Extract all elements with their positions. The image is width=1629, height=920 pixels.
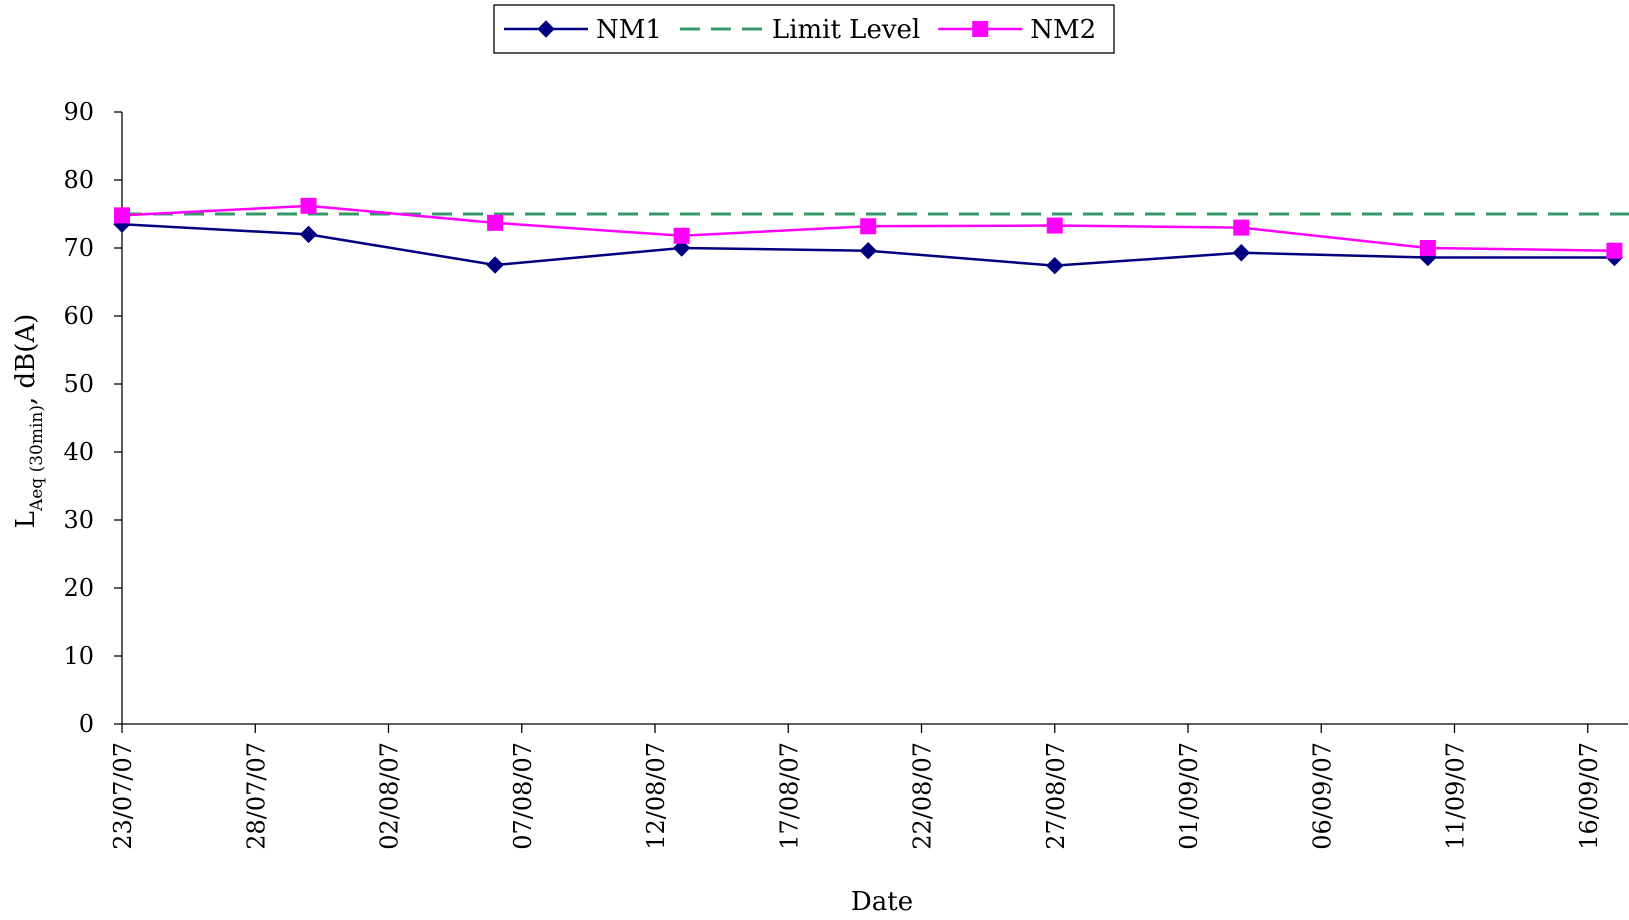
y-tick-label: 10 <box>63 642 94 670</box>
y-tick-label: 40 <box>63 438 94 466</box>
y-tick-label: 80 <box>63 166 94 194</box>
y-tick-label: 90 <box>63 98 94 126</box>
x-tick-label: 07/08/07 <box>509 742 537 850</box>
data-point-nm2 <box>860 218 877 235</box>
data-point-nm2 <box>487 214 504 231</box>
y-tick-label: 0 <box>79 710 94 738</box>
legend-marker-nm1 <box>537 20 555 38</box>
legend-label-limit-level: Limit Level <box>772 15 920 45</box>
x-tick-label: 27/08/07 <box>1042 742 1070 850</box>
legend-item-nm2: NM2 <box>938 15 1096 45</box>
data-point-nm1 <box>486 256 504 274</box>
x-tick-label: 17/08/07 <box>775 742 803 850</box>
x-axis-title: Date <box>851 887 913 917</box>
legend-item-limit-level: Limit Level <box>679 15 920 45</box>
data-point-nm2 <box>1046 217 1063 234</box>
y-axis-title-subscript: Aeq (30min) <box>27 405 47 512</box>
data-point-nm2 <box>1233 219 1250 236</box>
legend: NM1 Limit Level NM2 <box>493 4 1115 54</box>
data-point-nm2 <box>673 227 690 244</box>
data-point-nm1 <box>672 239 691 257</box>
data-point-nm2 <box>1419 240 1436 256</box>
data-point-nm1 <box>1046 256 1064 275</box>
y-tick-label: 60 <box>63 302 94 330</box>
series-nm2 <box>114 197 1623 259</box>
data-point-nm1 <box>1232 244 1251 262</box>
legend-marker-nm2 <box>972 21 989 37</box>
y-tick-label: 20 <box>63 574 94 602</box>
data-point-nm1 <box>299 225 318 244</box>
x-tick-label: 22/08/07 <box>909 742 937 850</box>
y-axis-title-suffix: , dB(A) <box>11 314 41 405</box>
x-tick-label: 06/09/07 <box>1308 742 1336 850</box>
y-axis-title: LAeq (30min), dB(A) <box>11 314 47 529</box>
y-axis-title-main: L <box>11 511 41 528</box>
data-point-nm2 <box>300 197 317 214</box>
x-tick-label: 02/08/07 <box>376 742 404 850</box>
y-tick-label: 70 <box>63 234 94 262</box>
x-tick-label: 16/09/07 <box>1575 742 1603 850</box>
x-tick-label: 11/09/07 <box>1442 742 1470 850</box>
data-point-nm1 <box>859 242 877 260</box>
x-tick-label: 12/08/07 <box>642 742 670 850</box>
legend-label-nm1: NM1 <box>596 15 662 45</box>
x-tick-label: 01/09/07 <box>1175 742 1203 850</box>
legend-label-nm2: NM2 <box>1030 15 1096 45</box>
series-layer <box>113 197 1629 275</box>
legend-item-nm1: NM1 <box>504 15 662 45</box>
x-tick-label: 28/07/07 <box>242 742 270 850</box>
y-tick-label: 30 <box>63 506 94 534</box>
x-tick-label: 23/07/07 <box>109 742 137 850</box>
y-axis: 0 10 20 30 40 50 60 70 80 90 <box>63 98 123 738</box>
y-tick-label: 50 <box>63 370 94 398</box>
data-point-nm2 <box>1606 242 1623 259</box>
x-axis: 23/07/07 28/07/07 02/08/07 07/08/07 12/08/07… <box>109 723 1628 850</box>
data-point-nm2 <box>114 207 130 224</box>
